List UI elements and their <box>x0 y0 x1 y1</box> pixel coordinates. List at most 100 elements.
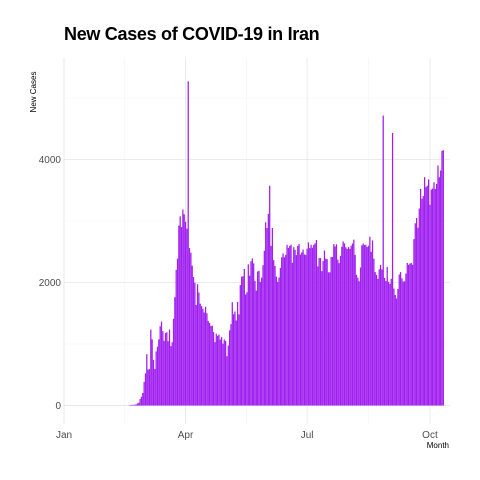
bar <box>194 282 196 406</box>
bar <box>254 281 256 406</box>
bar <box>262 265 264 406</box>
bar <box>266 228 268 406</box>
bar <box>139 399 141 406</box>
bar <box>438 177 440 406</box>
bar <box>245 294 247 406</box>
bar <box>394 295 396 406</box>
bar <box>239 285 241 406</box>
bar <box>281 257 283 406</box>
bar <box>402 281 404 406</box>
x-tick-label: Jan <box>56 430 72 441</box>
bar <box>283 257 286 406</box>
bar <box>234 311 236 406</box>
bar <box>303 254 306 406</box>
bar <box>385 281 387 406</box>
bar <box>298 243 300 406</box>
bar <box>199 303 201 406</box>
bar <box>309 248 311 406</box>
bar <box>168 329 171 406</box>
bar <box>425 187 427 406</box>
bar <box>307 242 310 406</box>
bar <box>166 332 168 406</box>
bar <box>159 326 161 406</box>
bar <box>220 337 223 406</box>
bar <box>389 283 391 406</box>
bar <box>295 255 298 406</box>
bar <box>403 281 406 406</box>
bar <box>366 247 368 406</box>
bar <box>358 281 360 406</box>
bar <box>172 318 175 406</box>
bar <box>367 245 370 406</box>
bar <box>353 239 355 406</box>
bar <box>398 274 400 406</box>
bar <box>306 248 308 406</box>
bar <box>379 264 382 406</box>
bar <box>187 81 189 406</box>
bar <box>432 188 434 406</box>
bar <box>198 292 200 406</box>
bar <box>350 245 352 406</box>
bar <box>241 276 243 406</box>
bar <box>331 257 334 406</box>
y-tick-label: 2000 <box>39 278 62 289</box>
bar <box>175 269 177 406</box>
bar <box>414 223 416 406</box>
bar <box>287 247 290 406</box>
bar <box>282 253 284 406</box>
bar <box>341 246 343 406</box>
bar <box>269 185 271 406</box>
bar <box>174 297 176 406</box>
bar <box>291 262 294 406</box>
bar <box>357 277 359 406</box>
bar <box>299 254 302 406</box>
bar <box>231 302 233 406</box>
bar <box>413 239 415 406</box>
chart-title: New Cases of COVID-19 in Iran <box>64 24 320 44</box>
bar <box>232 314 235 406</box>
bar <box>183 214 185 406</box>
bar <box>315 240 318 406</box>
bar <box>190 252 192 406</box>
bar <box>200 306 203 406</box>
bar <box>236 302 239 406</box>
bar <box>151 339 153 406</box>
bar <box>135 404 137 406</box>
bar <box>322 261 324 406</box>
bar <box>134 404 136 406</box>
bar <box>421 198 423 406</box>
bar <box>224 340 227 406</box>
bar <box>419 188 422 406</box>
bar <box>218 334 220 406</box>
bar <box>238 314 240 406</box>
bar <box>410 263 412 406</box>
bar <box>351 243 354 406</box>
bar <box>321 271 323 406</box>
bar <box>258 270 260 406</box>
bar <box>305 254 307 406</box>
bar <box>382 115 384 406</box>
bar <box>411 264 414 406</box>
bar <box>334 246 336 406</box>
bar <box>433 182 435 406</box>
y-axis-title: New Cases <box>29 72 38 113</box>
bar <box>154 368 156 406</box>
bar <box>427 179 430 406</box>
bar <box>188 248 191 406</box>
bar <box>163 340 165 406</box>
bar <box>195 305 197 406</box>
x-axis-title: Month <box>427 441 449 450</box>
bar <box>270 245 272 406</box>
bar <box>211 325 213 406</box>
bar <box>158 339 160 406</box>
bar <box>434 188 436 406</box>
bar <box>415 217 418 406</box>
bar <box>250 261 252 406</box>
bar <box>290 244 292 406</box>
bar <box>407 264 410 406</box>
bar <box>235 320 237 406</box>
bar <box>142 392 144 406</box>
bar <box>243 268 245 406</box>
bar <box>338 263 340 406</box>
bar <box>319 258 322 406</box>
